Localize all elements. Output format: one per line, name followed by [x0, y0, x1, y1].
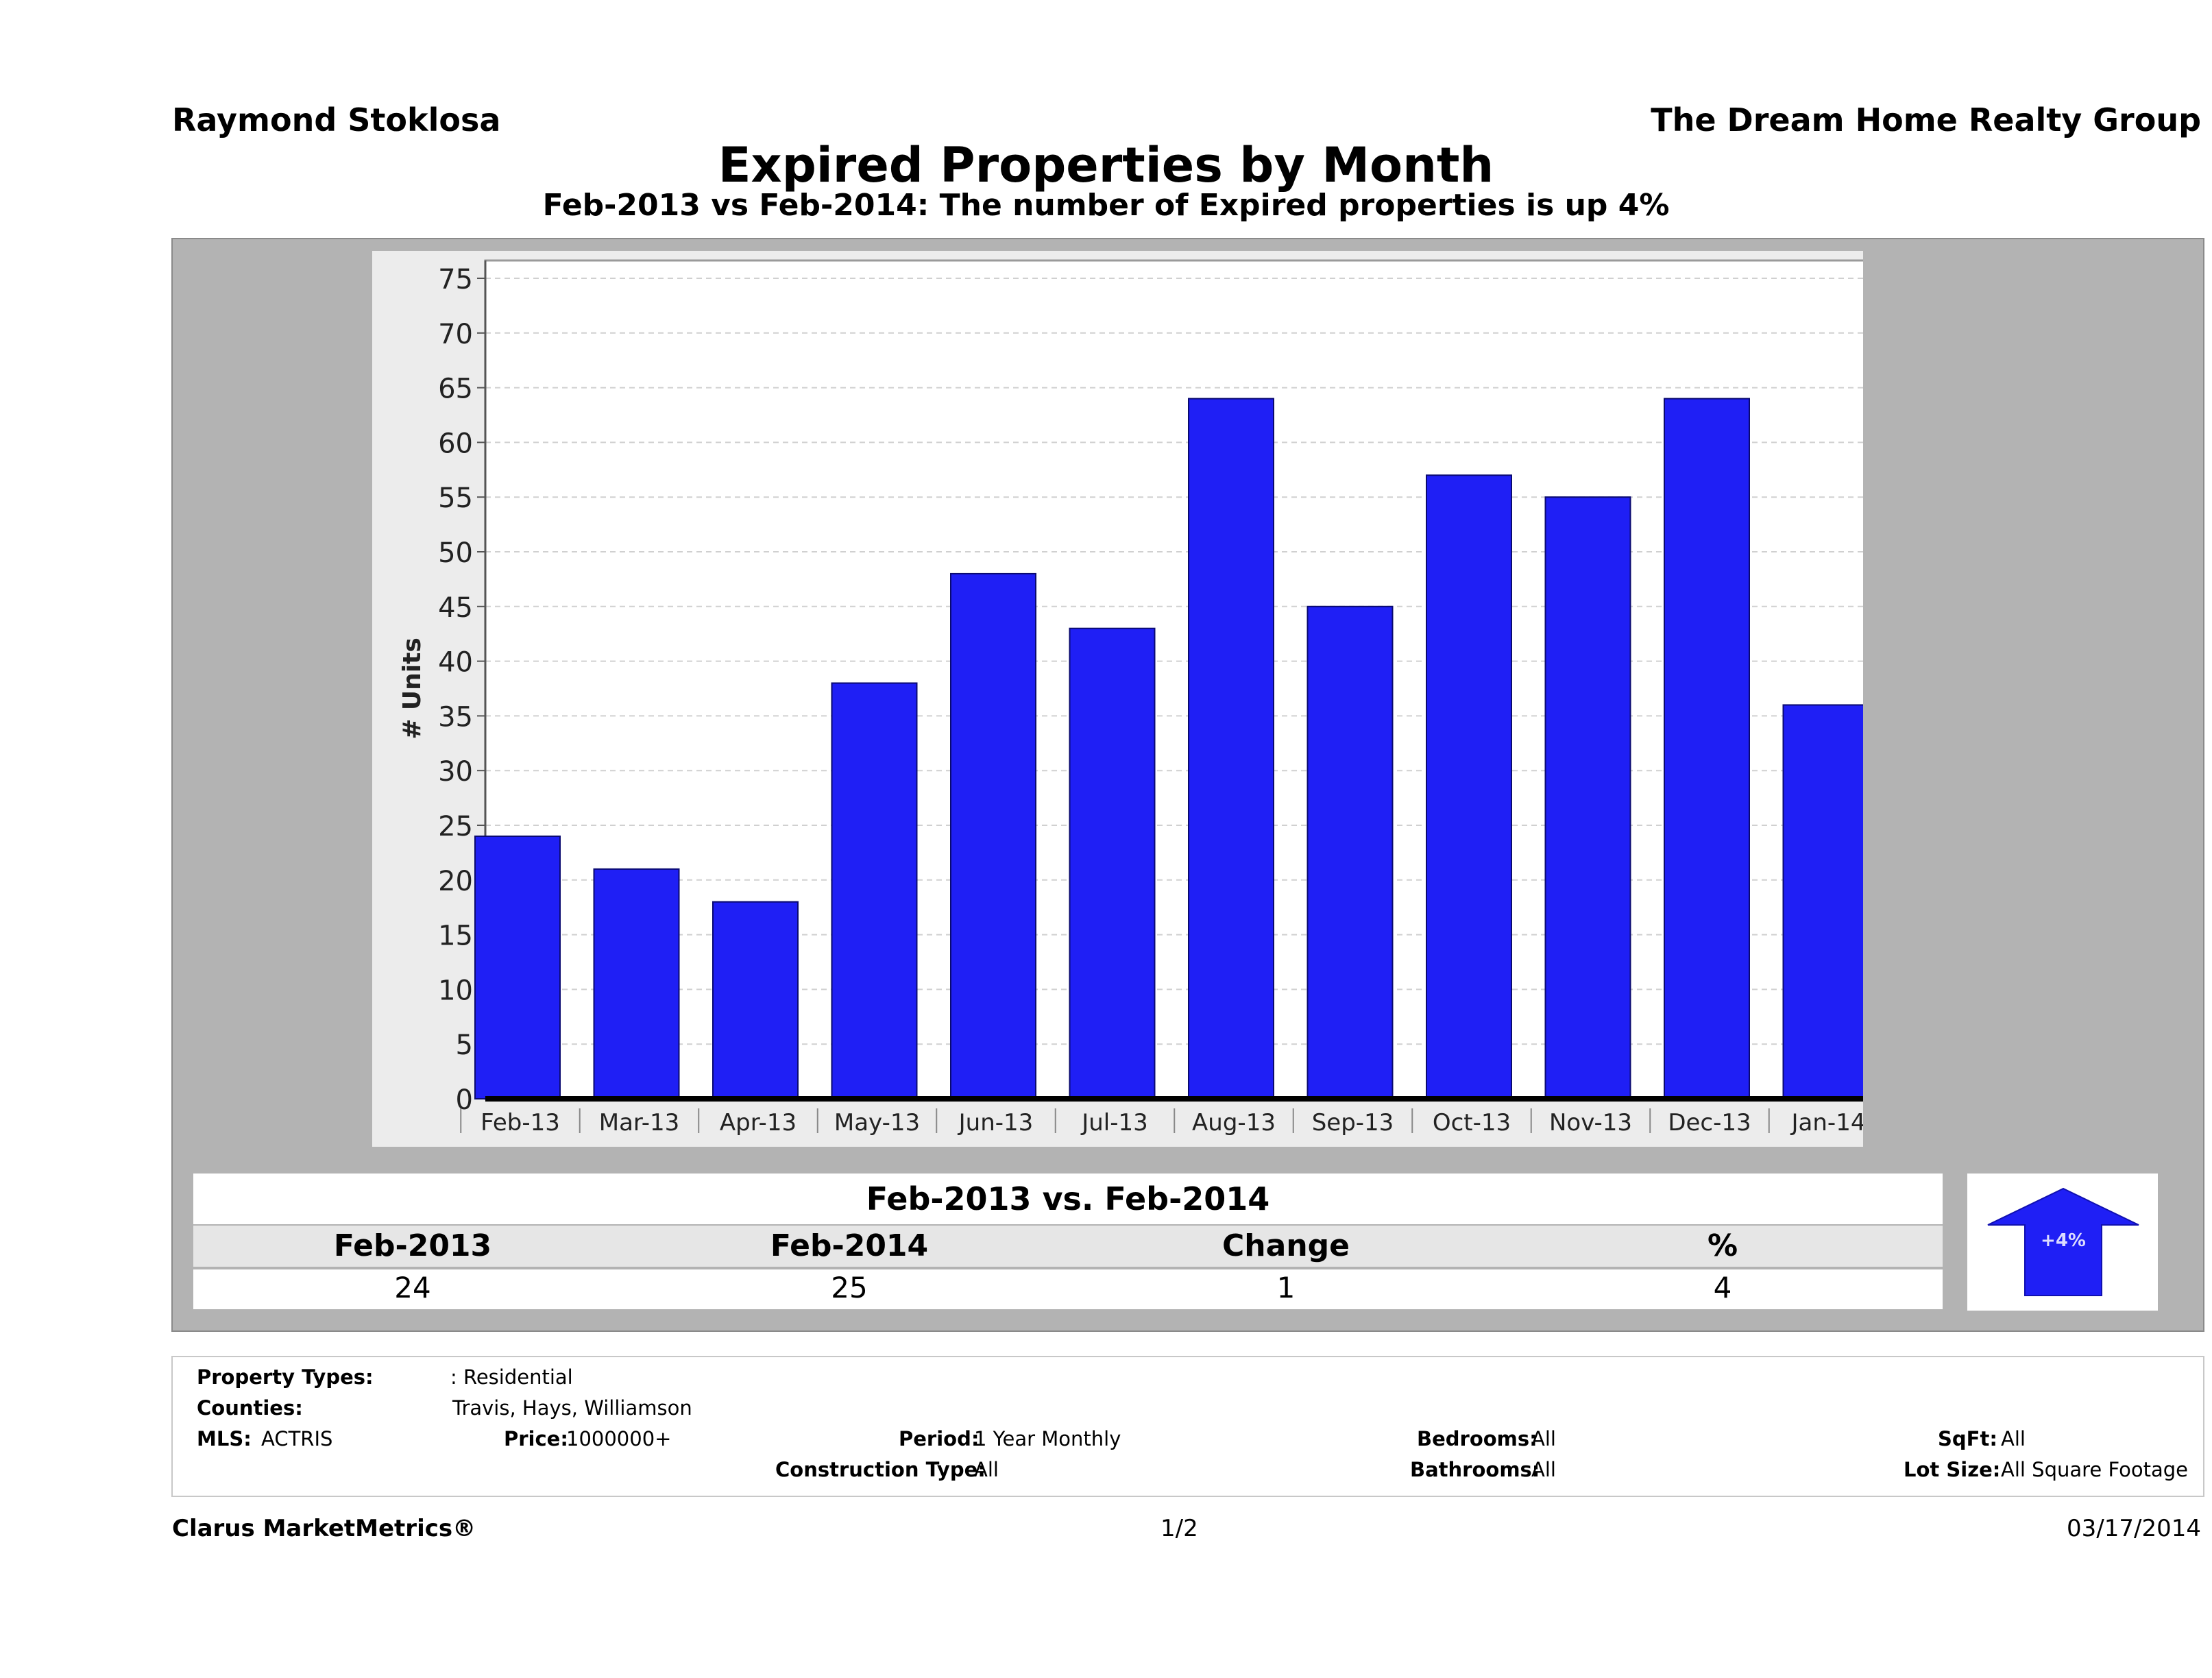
bar-apr-13 [712, 901, 799, 1099]
y-tick-label: 55 [438, 483, 473, 514]
x-tick-label: Jan-14 [1790, 1109, 1863, 1136]
change-badge-text: +4% [2041, 1230, 2086, 1251]
sqft-value: All [2001, 1427, 2026, 1450]
comparison-title-row [193, 1174, 1943, 1224]
y-tick-label: 0 [456, 1084, 473, 1116]
property-types-label: Property Types: [197, 1365, 374, 1389]
y-tick-label: 25 [438, 811, 473, 842]
counties-value: Travis, Hays, Williamson [452, 1396, 692, 1420]
value-feb-2013: 24 [394, 1271, 431, 1304]
period-value: 1 Year Monthly [974, 1427, 1121, 1450]
x-tick-label: Aug-13 [1192, 1109, 1276, 1136]
x-tick-label: Apr-13 [720, 1109, 797, 1136]
bar-dec-13 [1664, 398, 1750, 1099]
y-tick-label: 45 [438, 592, 473, 624]
value-feb-2014: 25 [831, 1271, 868, 1304]
x-tick-label: Jun-13 [958, 1109, 1034, 1136]
header-percent: % [1707, 1228, 1738, 1263]
bedrooms-value: All [1531, 1427, 1556, 1450]
report-date: 03/17/2014 [2067, 1515, 2201, 1542]
y-tick-label: 5 [456, 1030, 473, 1061]
mls-label: MLS: [197, 1427, 252, 1450]
bar-feb-13 [474, 835, 561, 1100]
y-tick-label: 50 [438, 537, 473, 569]
y-tick-label: 75 [438, 264, 473, 295]
x-tick-label: Jul-13 [1080, 1109, 1148, 1136]
footer-brand: Clarus MarketMetrics® [172, 1515, 476, 1542]
filters-box [171, 1356, 2204, 1497]
y-tick-label: 70 [438, 319, 473, 350]
bathrooms-label: Bathrooms: [1410, 1458, 1540, 1481]
lot-size-value: All Square Footage [2001, 1458, 2189, 1481]
comparison-header-row [193, 1226, 1943, 1267]
chart-title: Expired Properties by Month [718, 137, 1494, 193]
construction-type-label: Construction Type: [775, 1458, 986, 1481]
price-label: Price: [504, 1427, 568, 1450]
value-percent: 4 [1713, 1271, 1732, 1304]
chart-subtitle: Feb-2013 vs Feb-2014: The number of Expi… [542, 188, 1670, 223]
bar-chart: 0 5 10 15 20 25 30 35 40 45 50 55 60 65 70 75 Feb-13 Mar-… [398, 259, 1863, 1136]
bar-jul-13 [1069, 627, 1156, 1099]
x-tick-label: Dec-13 [1668, 1109, 1751, 1136]
counties-label: Counties: [197, 1396, 303, 1420]
header-change: Change [1222, 1228, 1350, 1263]
agent-name: Raymond Stoklosa [172, 101, 501, 138]
price-value: 1000000+ [566, 1427, 672, 1450]
y-tick-label: 35 [438, 701, 473, 733]
up-arrow-icon: +4% [1987, 1187, 2139, 1296]
bar-jun-13 [950, 572, 1036, 1100]
bar-nov-13 [1544, 496, 1631, 1099]
mls-value: ACTRIS [261, 1427, 333, 1450]
x-tick-label: Feb-13 [481, 1109, 560, 1136]
value-change: 1 [1276, 1271, 1296, 1304]
comparison-title: Feb-2013 vs. Feb-2014 [866, 1180, 1270, 1217]
x-tick-label: Oct-13 [1433, 1109, 1511, 1136]
page-number: 1/2 [1160, 1515, 1198, 1542]
y-tick-label: 30 [438, 756, 473, 788]
bar-may-13 [831, 682, 918, 1099]
property-types-value: : Residential [450, 1365, 573, 1389]
y-tick-label: 10 [438, 975, 473, 1006]
sqft-label: SqFt: [1938, 1427, 1997, 1450]
x-tick-label: May-13 [834, 1109, 920, 1136]
bar-aug-13 [1188, 398, 1274, 1099]
y-tick-label: 60 [438, 428, 473, 459]
x-tick-label: Mar-13 [599, 1109, 680, 1136]
period-label: Period: [899, 1427, 980, 1450]
bar-jan-14 [1782, 704, 1863, 1099]
x-tick-label: Sep-13 [1312, 1109, 1394, 1136]
lot-size-label: Lot Size: [1904, 1458, 2001, 1481]
bar-mar-13 [593, 868, 680, 1100]
y-tick-label: 40 [438, 647, 473, 679]
bar-oct-13 [1426, 474, 1512, 1099]
bedrooms-label: Bedrooms: [1417, 1427, 1538, 1450]
y-tick-label: 20 [438, 866, 473, 897]
bar-sep-13 [1306, 605, 1394, 1099]
y-tick-label: 65 [438, 374, 473, 405]
header-feb-2013: Feb-2013 [333, 1228, 492, 1263]
bathrooms-value: All [1531, 1458, 1556, 1481]
header-feb-2014: Feb-2014 [770, 1228, 929, 1263]
y-tick-label: 15 [438, 921, 473, 952]
plot-area [484, 259, 1863, 1100]
company-name: The Dream Home Realty Group [1651, 101, 2201, 138]
x-tick-label: Nov-13 [1549, 1109, 1632, 1136]
comparison-value-row [193, 1269, 1943, 1309]
y-axis-label: # Units [398, 637, 426, 740]
construction-type-value: All [974, 1458, 999, 1481]
